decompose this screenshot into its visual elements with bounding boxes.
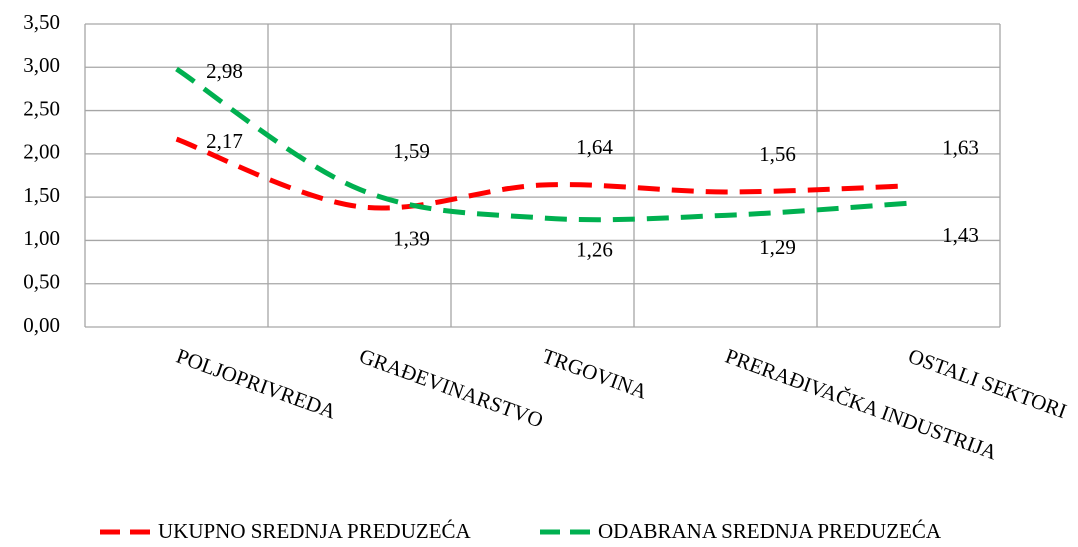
data-label: 2,17 xyxy=(206,129,243,153)
data-label: 1,56 xyxy=(759,142,796,166)
series-line xyxy=(175,136,909,211)
y-tick-label: 3,50 xyxy=(23,10,60,34)
data-label: 1,59 xyxy=(393,139,430,163)
y-tick-label: 3,00 xyxy=(23,53,60,77)
data-label: 1,64 xyxy=(576,135,613,159)
y-tick-label: 0,00 xyxy=(23,313,60,337)
x-tick-label: GRAĐEVINARSTVO xyxy=(356,344,546,433)
legend-label: ODABRANA SREDNJA PREDUZEĆA xyxy=(598,519,942,543)
x-tick-label: POLJOPRIVREDA xyxy=(173,344,340,424)
y-tick-label: 2,50 xyxy=(23,96,60,120)
data-label: 1,43 xyxy=(942,223,979,247)
legend-label: UKUPNO SREDNJA PREDUZEĆA xyxy=(158,519,472,543)
y-tick-label: 1,00 xyxy=(23,226,60,250)
data-label: 2,98 xyxy=(206,59,243,83)
data-label: 1,39 xyxy=(393,226,430,250)
y-tick-label: 0,50 xyxy=(23,270,60,294)
y-tick-label: 1,50 xyxy=(23,183,60,207)
data-label: 1,29 xyxy=(759,235,796,259)
data-label: 1,26 xyxy=(576,238,613,262)
series-line xyxy=(175,66,909,223)
y-tick-label: 2,00 xyxy=(23,140,60,164)
x-tick-label: TRGOVINA xyxy=(539,344,651,404)
data-label: 1,63 xyxy=(942,136,979,160)
x-tick-label: OSTALI SEKTORI xyxy=(905,344,1070,424)
